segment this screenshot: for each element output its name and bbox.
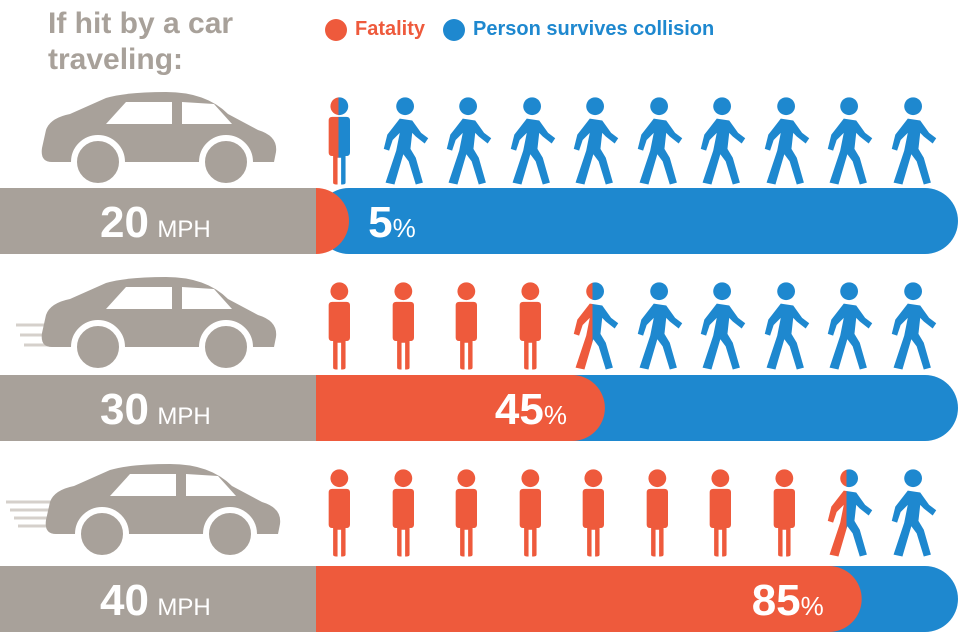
speed-unit: MPH <box>157 594 211 621</box>
fatality-person-icon <box>392 282 414 370</box>
speed-label-box: 20 MPH <box>0 188 316 254</box>
fatality-person-icon <box>455 469 477 557</box>
fatality-percent: 85% <box>752 576 824 626</box>
speed-label-box: 30 MPH <box>0 375 316 441</box>
survives-swatch <box>443 18 466 41</box>
legend: Fatality Person survives collision <box>325 18 732 41</box>
legend-label-fatality: Fatality <box>355 18 426 40</box>
car-icon <box>16 277 277 371</box>
speed-label-box: 40 MPH <box>0 566 316 632</box>
fatality-person-icon <box>582 469 604 557</box>
speed-value: 30 <box>100 385 149 434</box>
speed-label: 20 MPH <box>100 198 211 248</box>
percent-value: 45 <box>494 385 544 434</box>
legend-item-fatality: Fatality <box>325 18 425 41</box>
survivor-person-icon <box>891 97 936 185</box>
survivor-person-icon <box>764 97 809 185</box>
car-icon <box>41 92 277 186</box>
survivor-person-icon <box>764 282 809 370</box>
legend-item-survives: Person survives collision <box>443 18 714 41</box>
bar-20: 20 MPH 5% <box>0 188 962 254</box>
bar-track <box>283 566 958 632</box>
survivor-person-icon <box>700 97 746 185</box>
survivor-person-icon <box>827 282 873 370</box>
speed-unit: MPH <box>157 216 211 243</box>
split-person-icon <box>827 469 873 557</box>
speed-label: 40 MPH <box>100 576 211 626</box>
survivor-person-icon <box>637 282 682 370</box>
split-person-icon <box>328 97 350 185</box>
speed-value: 20 <box>100 198 149 247</box>
fatality-percent: 45% <box>495 385 567 435</box>
speed-label: 30 MPH <box>100 385 211 435</box>
percent-sign: % <box>392 213 416 243</box>
fatality-bar <box>283 566 862 632</box>
survivor-person-icon <box>637 97 682 185</box>
bar-track <box>283 375 958 441</box>
fatality-person-icon <box>646 469 668 557</box>
fatality-person-icon <box>773 469 795 557</box>
fatality-person-icon <box>519 282 541 370</box>
survivor-person-icon <box>510 97 555 185</box>
survivor-person-icon <box>891 282 936 370</box>
fatality-person-icon <box>328 282 350 370</box>
speed-value: 40 <box>100 576 149 625</box>
survivor-person-icon <box>827 97 873 185</box>
percent-value: 85 <box>751 576 801 625</box>
bar-30: 30 MPH 45% <box>0 375 962 441</box>
fatality-person-icon <box>455 282 477 370</box>
chart-title: If hit by a car traveling: <box>48 7 234 76</box>
fatality-bar <box>283 375 605 441</box>
percent-sign: % <box>543 400 567 430</box>
fatality-percent: 5% <box>368 198 416 248</box>
survivor-person-icon <box>446 97 492 185</box>
fatality-person-icon <box>328 469 350 557</box>
survivor-person-icon <box>891 469 936 557</box>
speed-unit: MPH <box>157 403 211 430</box>
bar-40: 40 MPH 85% <box>0 566 962 632</box>
fatality-person-icon <box>709 469 731 557</box>
survives-bar <box>316 188 958 254</box>
split-person-icon <box>573 282 619 370</box>
legend-label-survives: Person survives collision <box>473 18 715 40</box>
car-icon <box>6 464 281 558</box>
survivor-person-icon <box>573 97 619 185</box>
survivor-person-icon <box>700 282 746 370</box>
fatality-person-icon <box>392 469 414 557</box>
survivor-person-icon <box>383 97 428 185</box>
fatality-person-icon <box>519 469 541 557</box>
percent-value: 5 <box>368 198 393 247</box>
fatality-swatch <box>325 18 347 41</box>
percent-sign: % <box>800 591 824 621</box>
